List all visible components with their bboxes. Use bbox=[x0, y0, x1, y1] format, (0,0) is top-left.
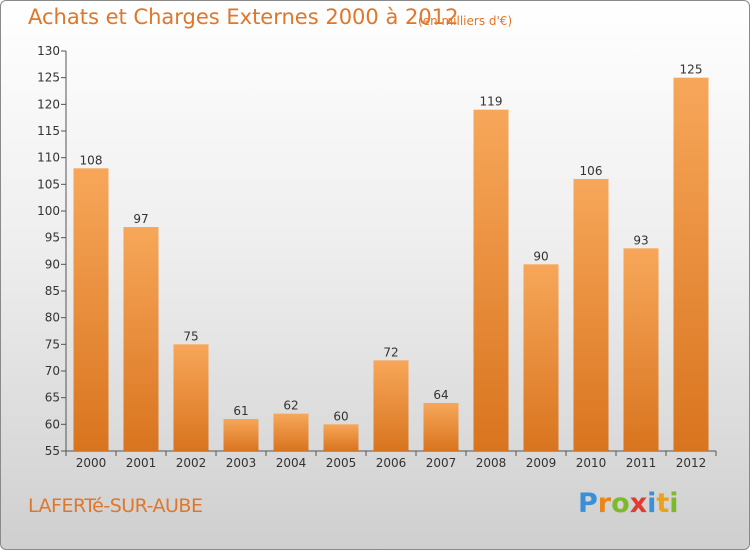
bar-value-label: 61 bbox=[233, 404, 248, 418]
y-tick-label: 85 bbox=[45, 284, 60, 298]
bar bbox=[373, 360, 409, 451]
y-tick-label: 55 bbox=[45, 444, 60, 458]
y-tick-label: 125 bbox=[37, 71, 60, 85]
logo-letter: P bbox=[578, 488, 598, 519]
y-tick-label: 105 bbox=[37, 177, 60, 191]
x-tick-label: 2011 bbox=[626, 456, 657, 470]
bar-value-label: 60 bbox=[333, 409, 348, 423]
logo-letter: i bbox=[669, 488, 679, 519]
bar bbox=[273, 413, 309, 451]
x-tick-label: 2004 bbox=[276, 456, 307, 470]
y-tick-label: 120 bbox=[37, 97, 60, 111]
y-tick-label: 115 bbox=[37, 124, 60, 138]
bar-value-label: 108 bbox=[80, 153, 103, 167]
proxiti-logo: Proxiti bbox=[578, 488, 679, 519]
y-tick-label: 95 bbox=[45, 231, 60, 245]
x-tick-label: 2005 bbox=[326, 456, 357, 470]
y-tick-label: 60 bbox=[45, 417, 60, 431]
bar bbox=[623, 248, 659, 451]
y-tick-label: 100 bbox=[37, 204, 60, 218]
bar bbox=[523, 264, 559, 451]
logo-letter: r bbox=[597, 488, 612, 519]
axes: 55 60 65 70 75 80 85 90 95 100 105 110 115 120 125 130 2… bbox=[37, 44, 717, 470]
x-tick-label: 2007 bbox=[426, 456, 457, 470]
x-tick-label: 2009 bbox=[526, 456, 557, 470]
chart-subtitle: (en milliers d'€) bbox=[418, 14, 513, 28]
x-tick-label: 2003 bbox=[226, 456, 257, 470]
bar-value-label: 75 bbox=[183, 329, 198, 343]
bar bbox=[573, 179, 609, 451]
bar-value-label: 72 bbox=[383, 345, 398, 359]
x-tick-label: 2000 bbox=[76, 456, 107, 470]
bar-value-label: 125 bbox=[680, 63, 703, 77]
bar-value-label: 97 bbox=[133, 212, 148, 226]
y-tick-label: 130 bbox=[37, 44, 60, 58]
logo-letter: o bbox=[611, 488, 630, 519]
logo-letter: t bbox=[656, 488, 670, 519]
bar bbox=[173, 344, 209, 451]
x-tick-label: 2010 bbox=[576, 456, 607, 470]
bar-value-label: 106 bbox=[580, 164, 603, 178]
x-tick-label: 2002 bbox=[176, 456, 207, 470]
y-tick-label: 65 bbox=[45, 391, 60, 405]
x-tick-label: 2001 bbox=[126, 456, 157, 470]
y-tick-label: 75 bbox=[45, 337, 60, 351]
x-tick-label: 2008 bbox=[476, 456, 507, 470]
bar bbox=[223, 419, 259, 451]
bar bbox=[73, 168, 109, 452]
x-tick-label: 2006 bbox=[376, 456, 407, 470]
logo-letter: i bbox=[647, 488, 657, 519]
bars bbox=[73, 77, 709, 452]
bar bbox=[323, 424, 359, 451]
logo-letter: x bbox=[629, 488, 648, 519]
bar bbox=[473, 109, 509, 452]
chart-title: Achats et Charges Externes 2000 à 2012 bbox=[28, 5, 459, 29]
data-labels: 108 97 75 61 62 60 72 64 119 90 106 93 125 bbox=[80, 63, 703, 424]
y-tick-label: 90 bbox=[45, 257, 60, 271]
bar-value-label: 64 bbox=[433, 388, 448, 402]
location-name: LAFERTé-SUR-AUBE bbox=[28, 495, 203, 517]
bar-value-label: 93 bbox=[633, 233, 648, 247]
y-tick-label: 110 bbox=[37, 151, 60, 165]
bar-value-label: 62 bbox=[283, 399, 298, 413]
bar-value-label: 90 bbox=[533, 249, 548, 263]
x-tick-label: 2012 bbox=[676, 456, 707, 470]
y-tick-label: 80 bbox=[45, 311, 60, 325]
bar bbox=[673, 77, 709, 452]
bar-value-label: 119 bbox=[480, 95, 503, 109]
y-tick-label: 70 bbox=[45, 364, 60, 378]
bar bbox=[423, 403, 459, 451]
bar bbox=[123, 227, 159, 451]
